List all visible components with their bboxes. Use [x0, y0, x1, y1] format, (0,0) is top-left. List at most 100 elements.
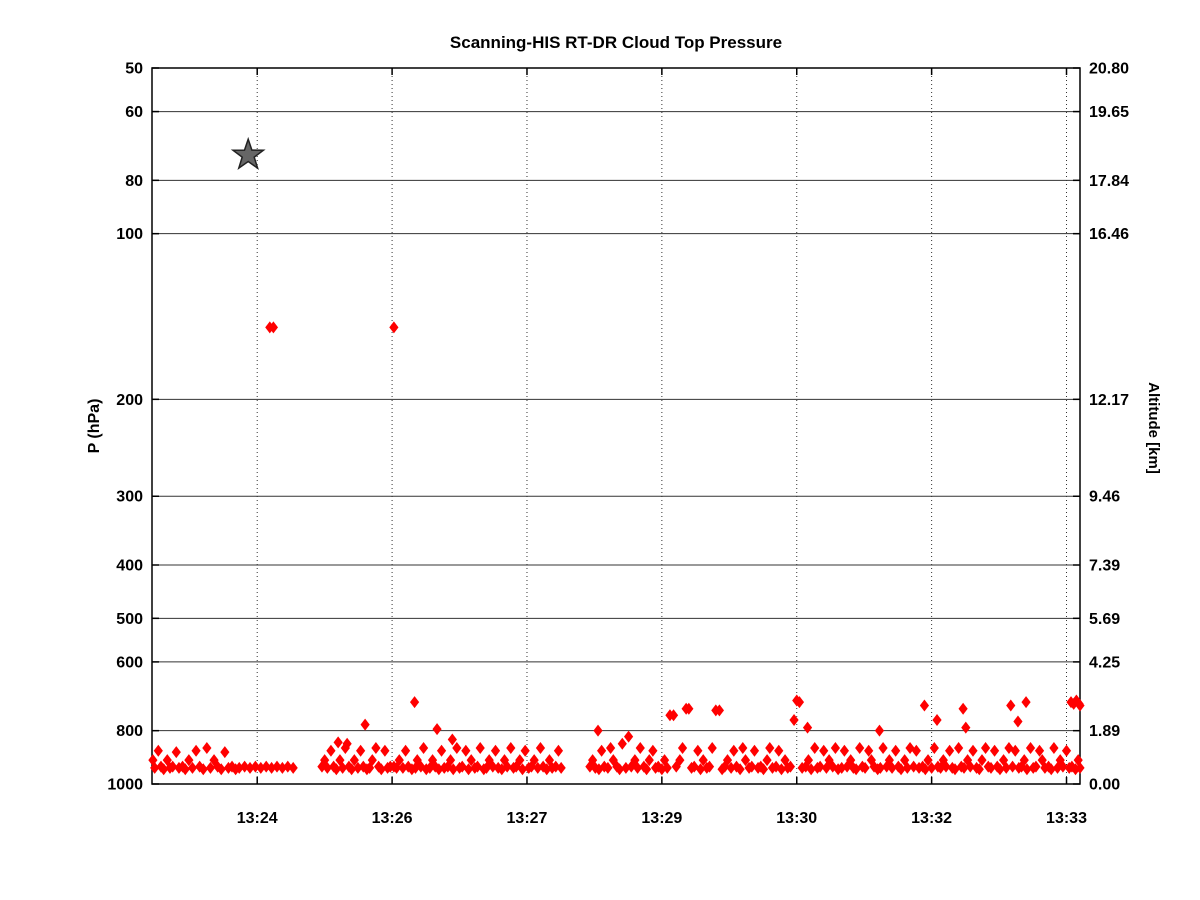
data-point-diamond — [342, 737, 352, 750]
data-point-diamond — [466, 754, 476, 767]
data-point-diamond — [198, 763, 208, 776]
data-point-diamond — [662, 761, 672, 774]
data-point-diamond — [644, 754, 654, 767]
y-tick-label-altitude: 17.84 — [1089, 173, 1129, 190]
data-point-diamond — [502, 760, 512, 773]
data-point-diamond — [738, 741, 748, 754]
data-point-diamond — [648, 744, 658, 757]
data-point-diamond — [819, 744, 829, 757]
data-point-diamond — [202, 741, 212, 754]
data-point-diamond — [830, 741, 841, 754]
data-point-diamond — [938, 754, 948, 767]
data-point-diamond — [220, 746, 230, 759]
data-point-diamond — [810, 741, 820, 754]
data-point-diamond — [974, 763, 984, 776]
data-point-diamond — [517, 763, 528, 776]
data-point-diamond — [556, 761, 566, 774]
data-point-diamond — [704, 760, 715, 773]
data-point-diamond — [1022, 763, 1032, 776]
x-tick-label: 13:29 — [641, 810, 682, 827]
data-point-diamond — [641, 763, 652, 776]
data-point-diamond — [986, 761, 996, 774]
data-point-diamond — [1001, 761, 1011, 774]
data-point-diamond — [893, 760, 903, 773]
data-point-diamond — [803, 754, 814, 767]
data-point-diamond — [159, 763, 169, 776]
data-point-diamond — [371, 741, 381, 754]
data-point-diamond — [762, 754, 772, 767]
data-point-diamond — [765, 741, 775, 754]
data-point-diamond — [475, 741, 485, 754]
data-point-diamond — [785, 760, 796, 773]
data-point-diamond — [400, 744, 411, 757]
data-point-diamond — [626, 760, 636, 773]
chart-title: Scanning-HIS RT-DR Cloud Top Pressure — [449, 33, 783, 52]
data-point-diamond — [992, 760, 1002, 773]
data-point-diamond — [427, 754, 438, 767]
data-point-diamond — [463, 763, 474, 776]
data-point-diamond — [205, 761, 216, 774]
data-point-diamond — [635, 741, 645, 754]
data-point-diamond — [1046, 763, 1056, 776]
data-point-diamond — [374, 760, 384, 773]
data-point-diamond — [1007, 760, 1018, 773]
data-point-diamond — [684, 702, 694, 715]
data-point-diamond — [481, 761, 492, 774]
data-point-diamond — [789, 713, 799, 726]
data-point-diamond — [731, 760, 742, 773]
data-point-diamond — [919, 699, 930, 712]
data-point-diamond — [980, 741, 991, 754]
data-point-diamond — [1055, 754, 1065, 767]
data-point-diamond — [958, 702, 968, 715]
data-point-diamond — [1021, 696, 1031, 709]
data-point-diamond — [995, 763, 1005, 776]
data-point-diamond — [677, 741, 688, 754]
data-point-diamond — [356, 744, 366, 757]
data-point-diamond — [902, 761, 912, 774]
data-point-diamond — [794, 696, 805, 709]
y-tick-label-altitude: 4.25 — [1089, 654, 1120, 671]
data-point-diamond — [472, 760, 483, 773]
y-tick-label-pressure: 500 — [116, 611, 143, 628]
data-point-diamond — [726, 761, 736, 774]
data-point-diamond — [153, 744, 163, 757]
data-point-diamond — [331, 763, 341, 776]
y-tick-label-altitude: 0.00 — [1089, 777, 1120, 794]
data-point-diamond — [989, 744, 1000, 757]
data-point-diamond — [945, 744, 955, 757]
data-point-diamond — [391, 761, 402, 774]
data-point-diamond — [1019, 754, 1029, 767]
data-point-diamond — [544, 754, 555, 767]
data-point-diamond — [1070, 763, 1081, 776]
y-tick-label-pressure: 600 — [116, 654, 143, 671]
data-point-diamond — [927, 761, 937, 774]
data-point-diamond — [409, 696, 420, 709]
x-tick-label: 13:33 — [1046, 810, 1087, 827]
data-point-diamond — [597, 744, 607, 757]
data-point-diamond — [250, 760, 261, 773]
data-point-diamond — [878, 741, 888, 754]
data-point-diamond — [1043, 760, 1054, 773]
y-tick-label-pressure: 80 — [125, 173, 143, 190]
data-point-diamond — [839, 744, 850, 757]
data-point-diamond — [623, 730, 634, 743]
data-point-diamond — [1006, 699, 1016, 712]
y-tick-label-altitude: 20.80 — [1089, 61, 1129, 78]
data-point-diamond — [614, 763, 625, 776]
data-point-diamond — [338, 761, 348, 774]
data-point-diamond — [896, 763, 906, 776]
data-point-diamond — [932, 713, 942, 726]
data-point-diamond — [329, 760, 339, 773]
data-point-diamond — [526, 760, 537, 773]
data-point-diamond — [326, 744, 336, 757]
data-point-diamond — [490, 744, 501, 757]
data-point-diamond — [802, 721, 813, 734]
data-point-diamond — [695, 763, 706, 776]
data-point-diamond — [668, 709, 679, 722]
data-point-diamond — [445, 754, 456, 767]
data-point-diamond — [954, 741, 964, 754]
data-point-diamond — [866, 754, 876, 767]
y-tick-label-pressure: 100 — [116, 226, 143, 243]
